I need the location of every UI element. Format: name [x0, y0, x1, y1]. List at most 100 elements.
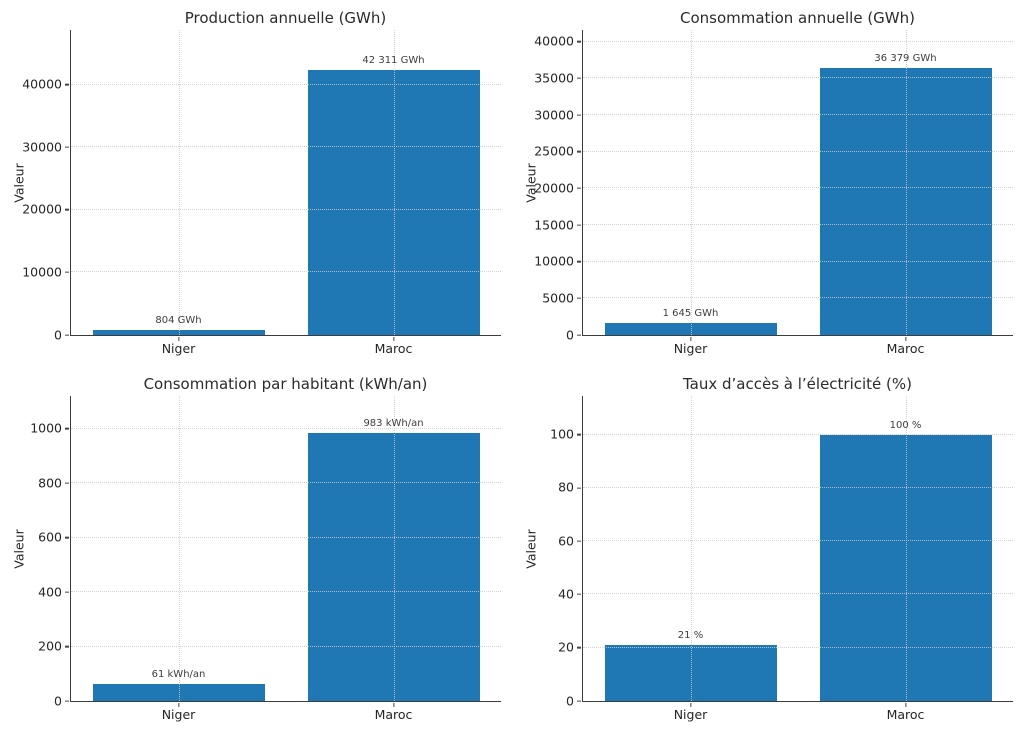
y-tick-label: 30000	[534, 106, 574, 122]
y-tick-mark	[577, 647, 581, 649]
x-tick-label: Maroc	[374, 707, 413, 722]
y-tick-label: 20000	[22, 201, 62, 217]
x-tick-mark	[392, 336, 395, 341]
y-tick-label: 200	[38, 638, 62, 654]
chart-title: Consommation par habitant (kWh/an)	[143, 375, 428, 393]
y-tick-label: 0	[54, 692, 62, 708]
y-tick-mark	[65, 645, 69, 648]
bar-niger	[92, 684, 265, 701]
bar-value-label: 42 311 GWh	[362, 55, 425, 67]
bar-value-label: 100 %	[889, 419, 922, 431]
chart-title: Taux d’accès à l’électricité (%)	[682, 375, 913, 393]
y-tick-label: 20000	[534, 180, 574, 196]
x-tick-mark	[904, 702, 907, 707]
x-tick-label: Niger	[673, 707, 708, 722]
y-tick-label: 80	[558, 479, 574, 495]
y-tick-label: 0	[54, 326, 62, 342]
y-tick-mark	[65, 536, 69, 539]
chart-title: Consommation annuelle (GWh)	[679, 9, 915, 27]
y-tick-mark	[577, 224, 581, 226]
y-axis-label: Valeur	[11, 528, 27, 569]
plot-area: Valeur 0 20 40 60 80 100 21 % Niger 100 % Maroc	[524, 396, 1013, 721]
bar-maroc	[819, 434, 992, 701]
y-tick-mark	[577, 334, 581, 336]
bar-value-label: 983 kWh/an	[363, 418, 424, 430]
gridline-horizontal	[583, 40, 1013, 42]
y-tick-label: 100	[550, 426, 574, 442]
y-tick-label: 40000	[534, 33, 574, 49]
y-tick-label: 40000	[22, 76, 62, 92]
y-tick-label: 600	[38, 529, 62, 545]
y-axis-label: Valeur	[523, 528, 539, 569]
y-tick-mark	[65, 271, 69, 274]
y-tick-mark	[65, 700, 69, 702]
bar-maroc	[819, 68, 992, 335]
chart-consommation-annuelle: Consommation annuelle (GWh) Valeur 0 5000 10…	[512, 0, 1024, 366]
x-tick-label: Niger	[673, 341, 708, 356]
x-tick-label: Niger	[161, 707, 196, 722]
y-tick-mark	[577, 151, 581, 153]
y-tick-mark	[577, 487, 581, 489]
bar-value-label: 21 %	[677, 630, 704, 642]
y-tick-mark	[577, 297, 581, 299]
y-tick-label: 35000	[534, 70, 574, 86]
y-tick-label: 40	[558, 586, 574, 602]
bar-value-label: 1 645 GWh	[662, 307, 719, 319]
x-tick-mark	[392, 702, 395, 707]
y-tick-mark	[577, 187, 581, 190]
x-tick-label: Maroc	[886, 707, 925, 722]
y-tick-mark	[65, 146, 69, 148]
chart-taux-acces-electricite: Taux d’accès à l’électricité (%) Valeur 0 2…	[512, 366, 1024, 732]
y-tick-mark	[65, 83, 69, 86]
plot-area: Valeur 0 5000 10000 15000 20000 25000 30000 3500…	[524, 30, 1013, 355]
x-tick-mark	[689, 336, 692, 341]
chart-production-annuelle: Production annuelle (GWh) Valeur 0 10000 200…	[0, 0, 512, 366]
y-tick-mark	[65, 591, 69, 593]
bar-maroc	[307, 70, 480, 335]
plot-area: Valeur 0 10000 20000 30000 40000 804 GWh Niger 4…	[12, 30, 501, 355]
x-tick-label: Maroc	[374, 341, 413, 356]
y-tick-label: 10000	[22, 264, 62, 280]
bar-niger	[604, 645, 777, 701]
y-tick-mark	[577, 540, 581, 542]
gridline-vertical	[690, 30, 692, 335]
y-tick-mark	[577, 41, 581, 43]
y-tick-label: 1000	[30, 420, 62, 436]
y-tick-label: 15000	[534, 216, 574, 232]
y-tick-mark	[577, 261, 581, 263]
y-tick-label: 10000	[534, 253, 574, 269]
y-tick-label: 30000	[22, 138, 62, 154]
y-tick-mark	[577, 593, 581, 596]
plot-area: Valeur 0 200 400 600 800 1000 61 kWh/an Niger 983…	[12, 396, 501, 721]
bar-value-label: 36 379 GWh	[874, 53, 937, 65]
x-tick-label: Niger	[161, 341, 196, 356]
y-tick-label: 20	[558, 639, 574, 655]
gridline-vertical	[178, 30, 180, 335]
y-tick-label: 0	[566, 326, 574, 342]
x-tick-label: Maroc	[886, 341, 925, 356]
bar-value-label: 804 GWh	[155, 314, 202, 326]
gridline-vertical	[178, 396, 180, 701]
y-tick-mark	[577, 700, 581, 702]
y-tick-mark	[65, 482, 69, 484]
y-tick-mark	[65, 428, 69, 430]
y-tick-mark	[577, 433, 581, 436]
y-tick-label: 0	[566, 692, 574, 708]
y-tick-mark	[65, 334, 69, 336]
chart-title: Production annuelle (GWh)	[184, 9, 387, 27]
gridline-horizontal	[71, 427, 501, 429]
bar-value-label: 61 kWh/an	[151, 669, 206, 681]
x-tick-mark	[177, 336, 180, 341]
x-tick-mark	[904, 336, 907, 341]
y-axis-label: Valeur	[11, 162, 27, 203]
y-tick-mark	[577, 77, 581, 80]
y-tick-mark	[65, 209, 69, 211]
y-tick-label: 800	[38, 474, 62, 490]
bar-niger	[92, 329, 265, 335]
y-tick-mark	[577, 114, 581, 116]
x-tick-mark	[177, 702, 180, 707]
bar-niger	[604, 322, 777, 335]
x-tick-mark	[689, 702, 692, 707]
chart-consommation-par-habitant: Consommation par habitant (kWh/an) Valeur…	[0, 366, 512, 732]
